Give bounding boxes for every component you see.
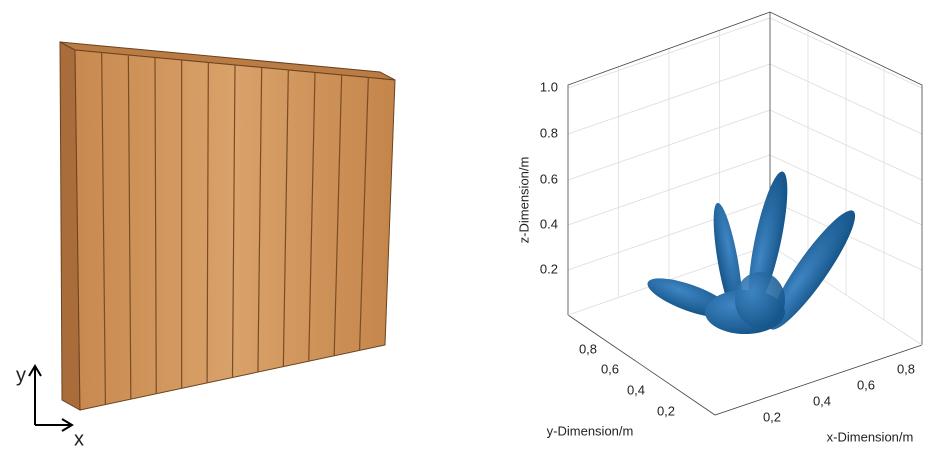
y-tick-label: 0,2 [657,403,675,418]
z-tick-label: 0.2 [540,261,558,276]
directivity-lobes [643,169,865,338]
z-axis-label: z-Dimension/m [516,157,531,244]
x-tick-label: 0,4 [813,393,831,408]
x-axis-label: x-Dimension/m [827,429,914,444]
z-tick-label: 0.6 [540,171,558,186]
z-tick-label: 0.4 [540,216,558,231]
z-tick-label: 1.0 [540,79,558,94]
axis-x-label: x [74,428,84,450]
axis-y-label: y [16,364,26,386]
x-tick-label: 0,2 [763,409,781,424]
z-tick-label: 0.8 [540,125,558,140]
y-tick-label: 0,6 [601,361,619,376]
x-tick-label: 0,8 [897,361,915,376]
diffuser [60,42,395,410]
x-tick-label: 0,6 [857,377,875,392]
y-tick-label: 0,4 [627,382,645,397]
figure: y x z-Dimension/m y-Dimension/m x-Dimens… [0,0,925,450]
y-tick-label: 0,8 [579,341,597,356]
y-axis-label: y-Dimension/m [547,423,634,438]
plot-box [568,12,922,415]
